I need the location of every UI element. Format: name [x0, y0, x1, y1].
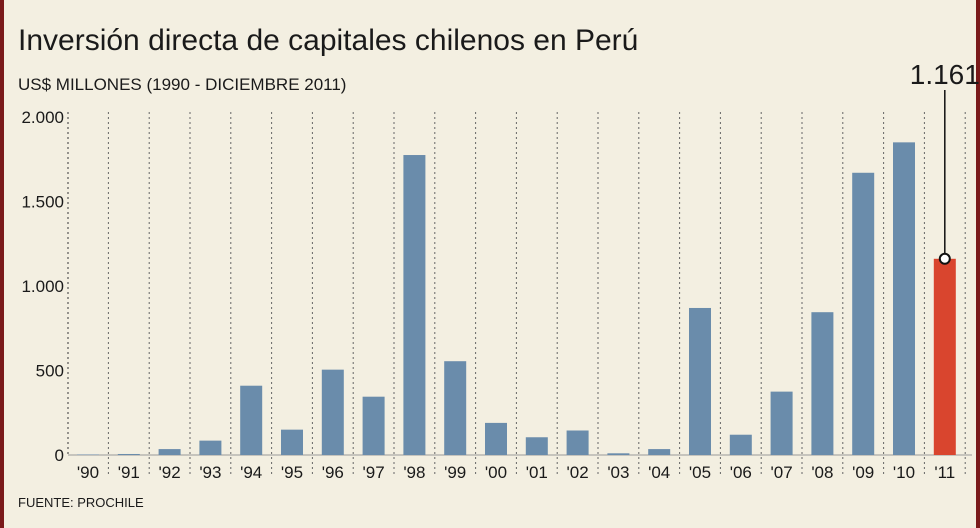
- x-tick-label: '01: [526, 463, 548, 482]
- callout-marker: [938, 252, 951, 265]
- x-tick-label: '04: [648, 463, 670, 482]
- chart-source: FUENTE: PROCHILE: [18, 495, 144, 510]
- bar: [403, 155, 426, 455]
- chart-title: Inversión directa de capitales chilenos …: [18, 24, 638, 57]
- highlight-value-label: 1.161: [910, 59, 980, 90]
- x-tick-label: '00: [485, 463, 507, 482]
- bar-chart: Inversión directa de capitales chilenos …: [18, 24, 980, 510]
- x-tick-label: '93: [199, 463, 221, 482]
- x-tick-label: '05: [689, 463, 711, 482]
- x-axis-ticks: '90 '91 '92 '93 '94 '95 '96 '97 '98 '99 '00 '01 '02 '…: [77, 463, 955, 482]
- y-tick-label: 2.000: [21, 108, 64, 127]
- bar: [240, 385, 263, 455]
- y-tick-label: 0: [55, 446, 64, 465]
- y-tick-label: 500: [36, 362, 64, 381]
- bar: [485, 422, 507, 455]
- bar: [117, 453, 140, 455]
- bar: [566, 430, 589, 455]
- x-tick-label: '10: [893, 463, 915, 482]
- x-tick-label: '91: [118, 463, 140, 482]
- x-tick-label: '03: [607, 463, 629, 482]
- x-tick-label: '11: [934, 463, 955, 482]
- bar: [525, 437, 548, 455]
- bar: [77, 454, 99, 455]
- y-axis-ticks: 0 500 1.000 1.500 2.000: [21, 108, 64, 465]
- bar: [607, 453, 630, 455]
- bar: [852, 172, 875, 455]
- bar: [811, 312, 834, 455]
- x-tick-label: '06: [730, 463, 752, 482]
- y-tick-label: 1.000: [21, 277, 64, 296]
- bar: [729, 434, 752, 455]
- gridlines: [67, 112, 972, 477]
- bar: [444, 361, 467, 455]
- x-tick-label: '09: [852, 463, 874, 482]
- bars: [77, 142, 956, 455]
- x-tick-label: '02: [567, 463, 589, 482]
- x-tick-label: '07: [771, 463, 793, 482]
- bar: [199, 440, 222, 455]
- x-tick-label: '90: [77, 463, 99, 482]
- x-tick-label: '95: [281, 463, 303, 482]
- bar: [689, 307, 711, 455]
- bar: [281, 429, 303, 455]
- chart-subtitle: US$ MILLONES (1990 - DICIEMBRE 2011): [18, 75, 346, 94]
- x-tick-label: '96: [322, 463, 344, 482]
- bar: [648, 449, 671, 455]
- highlight-callout: 1.161: [910, 59, 980, 265]
- bar-highlight: [933, 258, 956, 455]
- x-tick-label: '08: [811, 463, 833, 482]
- bar: [158, 449, 181, 455]
- bar: [770, 391, 793, 455]
- bar: [362, 396, 385, 455]
- bar: [893, 142, 915, 455]
- bar: [321, 369, 344, 455]
- x-tick-label: '99: [444, 463, 466, 482]
- x-tick-label: '94: [240, 463, 262, 482]
- x-tick-label: '97: [363, 463, 385, 482]
- y-tick-label: 1.500: [21, 193, 64, 212]
- x-tick-label: '92: [159, 463, 181, 482]
- x-tick-label: '98: [403, 463, 425, 482]
